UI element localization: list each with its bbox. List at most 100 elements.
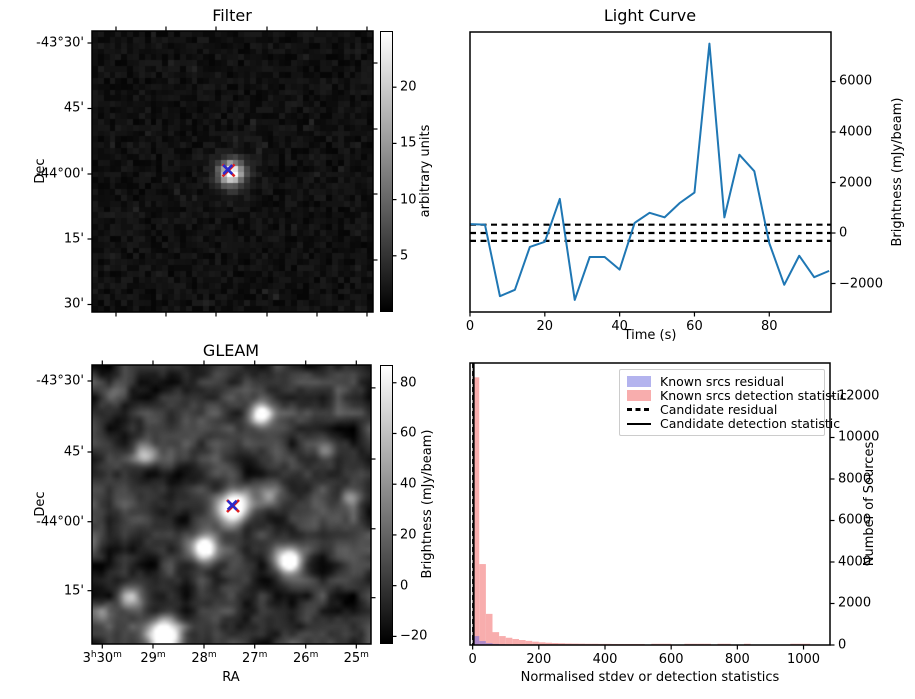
lightcurve-xtick-label: 40 [611,319,628,334]
filter-ytick-label: 45' [63,100,84,116]
hist-bar [605,643,612,645]
gleam-colorbar-tick-label: 80 [400,375,417,391]
filter-colorbar-tick-label: 10 [400,192,417,208]
legend-item: Known srcs residual [627,373,817,389]
gleam-colorbar-tick-label: 60 [400,425,417,441]
filter-ytick-label: -44°00' [36,166,84,182]
lightcurve-ylabel: Brightness (mJy/beam) [889,97,905,247]
gleam-xlabel: RA [222,670,240,685]
hist-bar [512,638,519,645]
hist-bar [565,643,572,645]
hist-bar [479,564,486,645]
hist-bar [492,643,500,645]
gleam-xtick-label: 25m [343,650,369,666]
lightcurve-axes [469,31,832,313]
gleam-ytick-label: 45' [63,444,84,460]
lightcurve-title: Light Curve [603,6,697,25]
legend-patch-swatch [627,375,651,387]
gleam-xtick-label: 28m [191,650,217,666]
filter-ytick-label: 30' [63,296,84,312]
hist-bar [618,643,625,645]
hist-bar [545,642,553,645]
hist-bar [790,643,797,645]
gleam-ytick-label: 15' [63,583,84,599]
hist-ylabel: Number of Sources [861,441,877,567]
hist-bar [538,642,546,645]
lightcurve-ytick-label: 4000 [839,124,873,140]
hist-xtick-label: 400 [592,652,618,667]
hist-bar [499,636,506,645]
hist-xtick-label: 200 [526,652,552,667]
gleam-title: GLEAM [202,341,260,360]
lightcurve-xtick-label: 20 [536,319,554,334]
legend-item: Candidate detection statistic [627,416,840,431]
legend-label: Known srcs residual [660,373,785,389]
lightcurve-xlabel: Time (s) [623,328,677,343]
legend-item: Candidate residual [627,402,817,418]
gleam-xtick-label: 29m [140,650,166,666]
gleam-colorbar-label: Brightness (mJy/beam) [419,429,435,579]
hist-bar [743,643,751,645]
gleam-colorbar-tick-label: −20 [400,628,428,644]
filter-colorbar-tick-label: 5 [400,248,409,264]
hist-ytick-label: 4000 [838,554,872,570]
hist-bar [578,643,586,645]
hist-bar [552,643,559,645]
gleam-ylabel: Dec [32,491,48,517]
hist-bar [724,643,731,645]
hist-bar [591,643,599,645]
gleam-colorbar-tick-label: 0 [400,578,409,594]
filter-colorbar-tick-label: 15 [400,135,417,151]
hist-bar [472,377,480,645]
legend-patch-swatch [627,389,651,401]
hist-ytick-label: 2000 [838,595,872,611]
hist-ytick-label: 6000 [838,512,872,528]
hist-bar [638,643,645,645]
hist-bar [485,643,493,645]
legend-label: Candidate detection statistic [660,416,841,432]
filter-ytick-label: 15' [63,231,84,247]
filter-ytick-label: -43°30' [36,35,84,51]
legend-line-swatch [627,422,651,425]
hist-bar [598,643,605,645]
hist-bar [479,641,486,645]
lightcurve-xtick-label: 60 [686,319,703,334]
gleam-colorbar-tick-label: 20 [400,527,417,543]
hist-bar [505,637,513,645]
lightcurve-ytick-label: 0 [839,225,848,241]
lightcurve-ytick-label: −2000 [839,276,883,291]
hist-ytick-label: 10000 [838,429,880,445]
hist-bar [532,641,539,645]
legend-label: Known srcs detection statistic [660,387,847,403]
hist-bar [651,643,658,645]
lightcurve-line [469,42,830,301]
legend-label: Candidate residual [660,402,778,418]
hist-xtick-label: 0 [468,652,477,667]
gleam-xtick-label: 3h30m [82,650,122,666]
hist-bar [492,632,500,645]
filter-colorbar-tick-label: 20 [400,79,417,95]
hist-bar [796,643,804,645]
lightcurve-ytick-label: 6000 [839,73,873,89]
hist-bar [657,643,665,645]
hist-bar [499,644,506,645]
lightcurve-ytick-label: 2000 [839,175,873,190]
filter-colorbar [380,31,393,312]
hist-bar [704,643,711,645]
legend-line-swatch [627,408,651,411]
gleam-ytick-label: -44°00' [36,514,84,530]
hist-bar [558,643,566,645]
gleam-image [92,365,371,644]
filter-title: Filter [212,6,252,25]
hist-bar [664,643,672,645]
hist-xlabel: Normalised stdev or detection statistics [520,670,780,685]
hist-ytick-label: 0 [838,637,847,653]
hist-bar [611,643,619,645]
filter-colorbar-label: arbitrary units [417,124,433,218]
hist-bar [624,643,632,645]
hist-bar [631,643,639,645]
hist-ytick-label: 12000 [838,388,880,404]
hist-bar [585,643,592,645]
gleam-xtick-label: 27m [242,650,268,666]
